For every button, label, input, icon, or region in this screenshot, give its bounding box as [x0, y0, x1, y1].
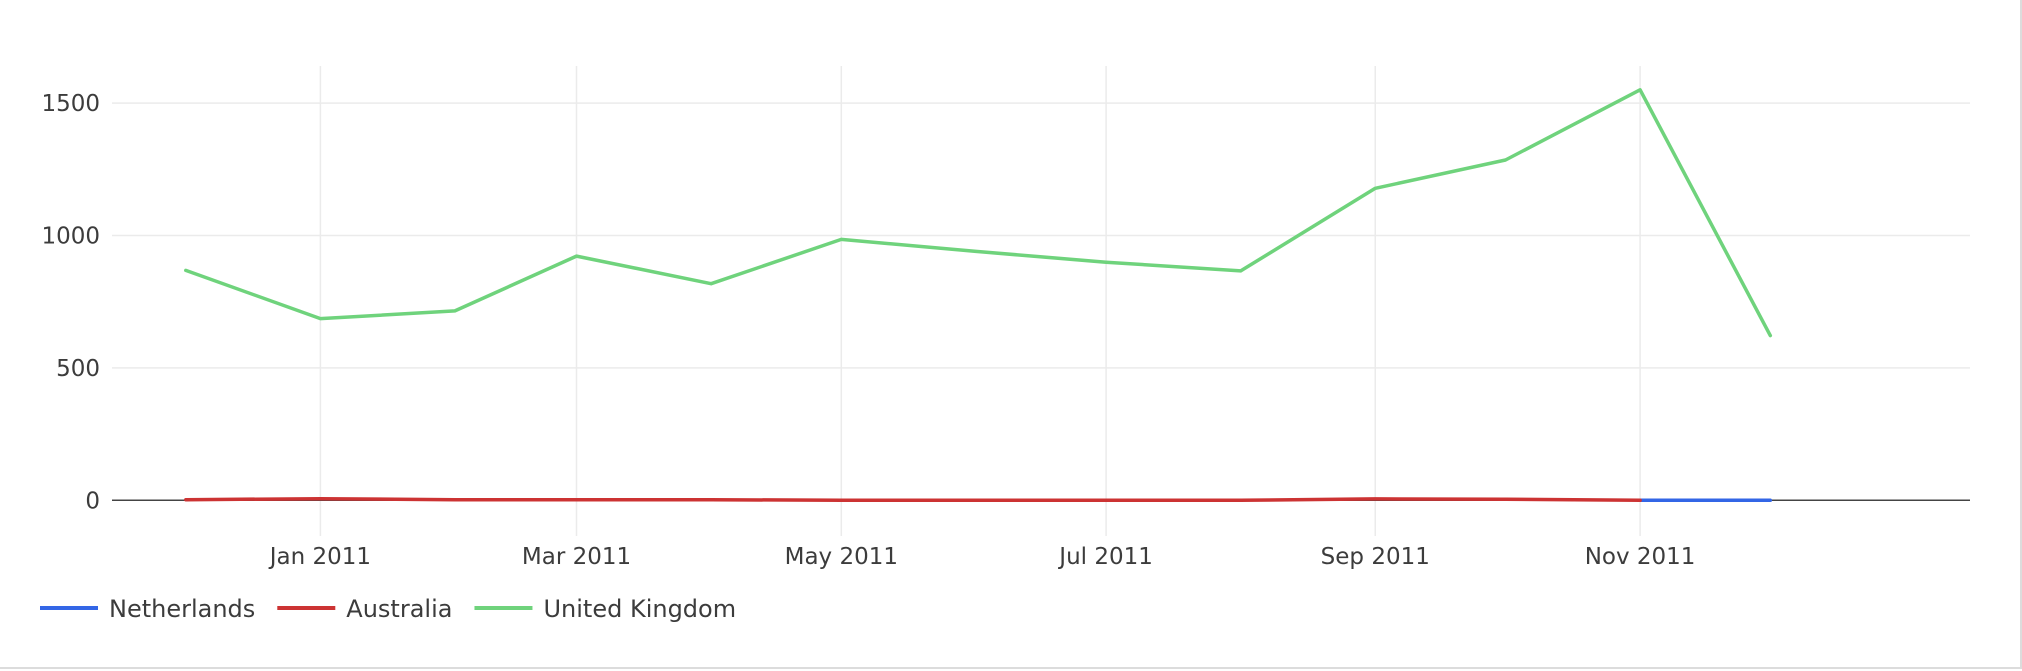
chart-axes: Jan 2011 Mar 2011 May 2011 Jul 2011 Sep 2011…	[41, 91, 1695, 570]
legend-item-australia[interactable]: Australia	[277, 595, 452, 623]
legend-item-united-kingdom[interactable]: United Kingdom	[474, 595, 736, 623]
series-line-australia	[184, 496, 1642, 503]
y-tick-label: 0	[85, 488, 100, 514]
chart-series	[184, 88, 1773, 503]
legend-item-netherlands[interactable]: Netherlands	[40, 595, 255, 623]
legend-label: Netherlands	[109, 595, 255, 623]
legend-label: Australia	[346, 595, 452, 623]
x-tick-label: Mar 2011	[522, 544, 631, 570]
x-tick-label: Nov 2011	[1585, 544, 1696, 570]
series-line-united-kingdom	[184, 88, 1773, 338]
chart-grid	[112, 66, 1970, 536]
x-tick-label: May 2011	[785, 544, 898, 570]
legend-label: United Kingdom	[543, 595, 736, 623]
x-tick-label: Jul 2011	[1057, 544, 1153, 570]
y-tick-label: 1000	[41, 223, 100, 249]
x-tick-label: Jan 2011	[268, 544, 371, 570]
y-tick-label: 1500	[41, 91, 100, 117]
x-tick-label: Sep 2011	[1321, 544, 1430, 570]
y-tick-label: 500	[56, 356, 100, 382]
chart-legend[interactable]: Netherlands Australia United Kingdom	[40, 595, 736, 623]
